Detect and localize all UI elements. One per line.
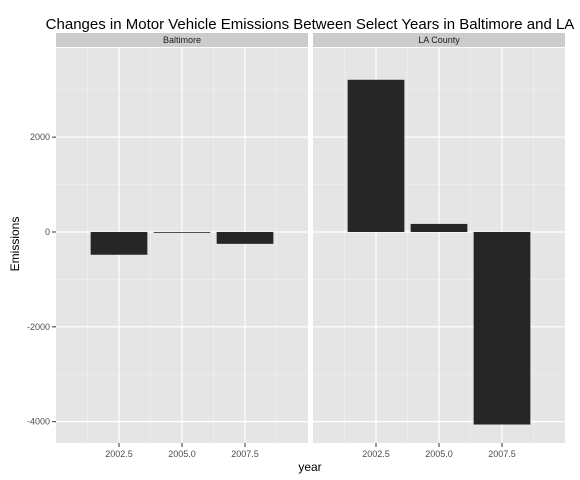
y-tick-label: 0 [45,227,50,237]
x-tick-label: 2002.5 [362,449,390,459]
facet-panel-0: Baltimore 2002.5 2005.0 2007.5 [56,33,308,459]
facet-strip-label: LA County [418,35,460,45]
bar-la-county-0 [347,79,405,232]
x-tick-label: 2007.5 [488,449,516,459]
x-axis-title: year [298,460,321,474]
facet-strip-label: Baltimore [163,35,201,45]
facet-strip [313,33,565,47]
y-tick-label: 2000 [30,132,50,142]
bar-la-county-2 [473,231,531,425]
facet-strip [56,33,308,47]
x-tick-label: 2005.0 [425,449,453,459]
y-tick-label: -4000 [27,417,50,427]
bar-la-county-1 [410,223,468,232]
chart-title: Changes in Motor Vehicle Emissions Betwe… [46,16,575,33]
facet-panels: -4000 -2000 0 2000 Baltimore 2002.5 2005.0 2007… [27,33,565,459]
bar-baltimore-1 [153,231,211,233]
x-tick-label: 2002.5 [105,449,133,459]
x-tick-label: 2007.5 [231,449,259,459]
bar-baltimore-2 [216,231,274,244]
y-tick-label: -2000 [27,322,50,332]
facet-panel-1: LA County 2002.5 2005.0 2007.5 [313,33,565,459]
x-tick-label: 2005.0 [168,449,196,459]
y-axis-title: Emissions [8,217,22,272]
bar-baltimore-0 [90,231,148,255]
